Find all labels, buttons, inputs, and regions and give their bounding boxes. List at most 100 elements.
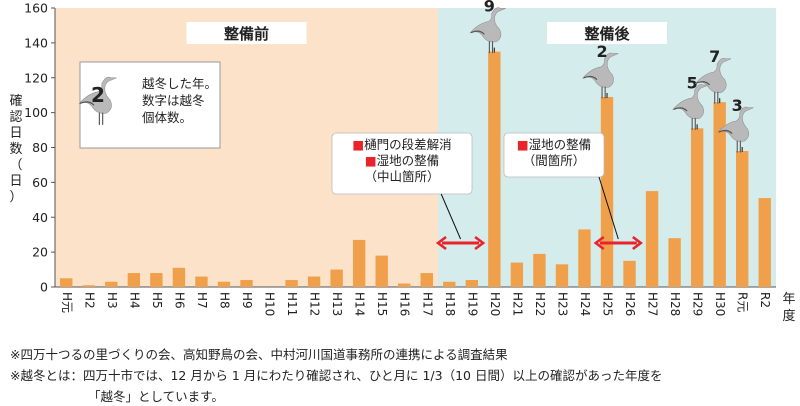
annotation-text-line: （中山箇所） bbox=[364, 169, 439, 184]
bar-H29 bbox=[690, 128, 704, 287]
bar-H2 bbox=[82, 285, 95, 287]
y-tick-label: 80 bbox=[32, 140, 48, 155]
bar-H26 bbox=[623, 260, 636, 287]
region-label-box-1 bbox=[186, 22, 307, 44]
x-tick-label: H23 bbox=[555, 292, 569, 316]
y-axis-label: 確認日数（日） bbox=[9, 93, 22, 205]
x-tick-label: H17 bbox=[420, 292, 434, 316]
bar-H19 bbox=[465, 280, 479, 287]
x-tick-label: R2 bbox=[758, 292, 772, 308]
bar-H15 bbox=[375, 255, 388, 287]
x-tick-label: H6 bbox=[172, 292, 186, 309]
annotation-text-line: （間箇所） bbox=[523, 153, 586, 168]
bar-H30 bbox=[713, 102, 726, 287]
bar-H27 bbox=[645, 191, 659, 287]
bar-H8 bbox=[217, 281, 231, 287]
y-tick-label: 20 bbox=[32, 245, 48, 260]
bar-H17 bbox=[420, 273, 433, 287]
annotation-text-line: ■樋門の段差解消 bbox=[352, 137, 451, 152]
annotation-text-line: ■湿地の整備 bbox=[365, 153, 439, 168]
y-tick-label: 160 bbox=[24, 1, 48, 16]
wintering-count-H29: 5 bbox=[687, 73, 698, 92]
y-tick-label: 120 bbox=[24, 70, 48, 85]
x-tick-label: H4 bbox=[127, 292, 141, 309]
bar-H25 bbox=[600, 96, 614, 288]
bar-H9 bbox=[240, 280, 253, 287]
bar-R2 bbox=[758, 198, 771, 287]
x-tick-label: H2 bbox=[82, 292, 96, 309]
annotation-pointer-line-2 bbox=[598, 176, 619, 240]
bar-H23 bbox=[555, 264, 569, 287]
bar-H6 bbox=[172, 267, 186, 287]
x-tick-label: H24 bbox=[578, 292, 592, 316]
region-label-box-2 bbox=[547, 22, 668, 44]
x-tick-label: H29 bbox=[691, 292, 705, 316]
x-axis-label: 年度 bbox=[782, 292, 795, 324]
wintering-count-R元: 3 bbox=[732, 96, 743, 115]
bar-H元 bbox=[60, 278, 73, 287]
annotation-arrow-head-right-2 bbox=[632, 235, 643, 251]
x-tick-label: H19 bbox=[465, 292, 479, 316]
crane-icon-R元 bbox=[717, 106, 754, 153]
bar-H28 bbox=[668, 238, 681, 287]
bar-H14 bbox=[352, 239, 366, 287]
wintering-count-H25: 2 bbox=[596, 42, 607, 61]
x-tick-label: H20 bbox=[488, 292, 502, 316]
bar-H16 bbox=[398, 283, 411, 287]
annotation-box-2 bbox=[503, 132, 605, 178]
bar-H11 bbox=[285, 280, 298, 287]
x-tick-label: H21 bbox=[510, 292, 524, 316]
x-tick-label: H26 bbox=[623, 292, 637, 316]
bar-H24 bbox=[578, 229, 591, 287]
y-tick-label: 140 bbox=[24, 35, 48, 50]
x-tick-label: H9 bbox=[240, 292, 254, 309]
legend-sample-number: 2 bbox=[91, 83, 105, 107]
x-tick-label: H22 bbox=[533, 292, 547, 316]
x-tick-label: R元 bbox=[736, 292, 750, 312]
bar-H4 bbox=[127, 273, 141, 287]
bar-H20 bbox=[488, 51, 501, 287]
legend-text-line-3: 個体数。 bbox=[142, 110, 192, 125]
region-label-1: 整備前 bbox=[224, 25, 269, 43]
annotation-arrow-head-right-1 bbox=[474, 235, 486, 251]
bar-H13 bbox=[330, 269, 343, 287]
bar-R元 bbox=[736, 150, 749, 287]
x-tick-label: H14 bbox=[353, 292, 367, 316]
bar-H3 bbox=[105, 281, 118, 287]
note-wintering-definition-cont: 「越冬」としています。 bbox=[88, 389, 224, 404]
x-tick-label: H13 bbox=[330, 292, 344, 316]
y-tick-label: 60 bbox=[32, 175, 48, 190]
region-label-2: 整備後 bbox=[585, 25, 631, 43]
annotation-box-1 bbox=[331, 132, 473, 195]
annotation-pointer-line-1 bbox=[440, 193, 462, 240]
x-tick-label: H25 bbox=[601, 292, 615, 316]
x-tick-label: H3 bbox=[105, 292, 119, 309]
crane-icon-H25 bbox=[582, 52, 619, 99]
x-tick-label: H15 bbox=[375, 292, 389, 316]
bar-H12 bbox=[307, 276, 321, 287]
legend-crane-icon bbox=[78, 76, 117, 126]
crane-icon-H29 bbox=[672, 84, 709, 130]
wintering-count-H30: 7 bbox=[709, 47, 720, 66]
x-tick-label: H12 bbox=[308, 292, 322, 316]
crane-icon-H30 bbox=[694, 57, 732, 104]
note-wintering-definition: ※越冬とは：四万十市では、12 月から 1 月にわたり確認され、ひと月に 1/3… bbox=[10, 368, 663, 383]
x-tick-label: H8 bbox=[217, 292, 231, 309]
annotation-text-line: ■湿地の整備 bbox=[517, 137, 591, 152]
bar-H18 bbox=[443, 281, 456, 287]
x-tick-label: H30 bbox=[713, 292, 727, 316]
bar-H5 bbox=[150, 273, 163, 287]
x-tick-label: H5 bbox=[150, 292, 164, 309]
annotation-arrow-head-left-1 bbox=[435, 235, 447, 251]
y-tick-label: 0 bbox=[40, 280, 48, 295]
bar-chart: 整備前 整備後 0 20 40 60 80 100 120 140 160 確認日数（日） 年度 H元 H2… bbox=[9, 0, 795, 324]
note-survey-source: ※四万十つるの里づくりの会、高知野鳥の会、中村河川国道事務所の連携による調査結果 bbox=[10, 347, 508, 362]
x-tick-label: H28 bbox=[668, 292, 682, 316]
x-tick-label: H11 bbox=[285, 292, 299, 316]
legend-text-line-1: 越冬した年。 bbox=[142, 76, 217, 91]
crane-icon-H20 bbox=[469, 7, 506, 54]
x-tick-label: H7 bbox=[195, 292, 209, 309]
legend-text-line-2: 数字は越冬 bbox=[142, 93, 205, 108]
wintering-count-H20: 9 bbox=[484, 0, 495, 16]
